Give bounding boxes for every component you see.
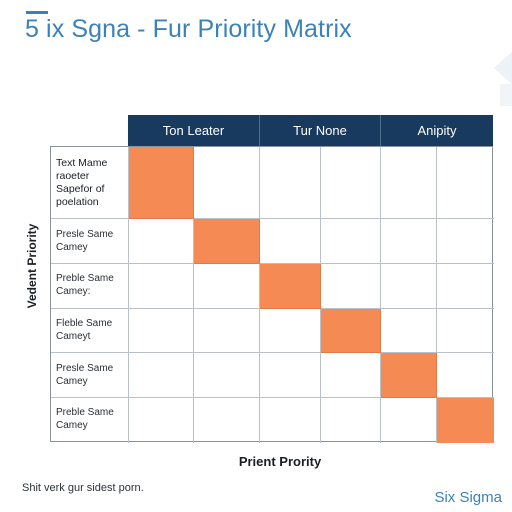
priority-matrix-grid xyxy=(50,146,494,443)
matrix-cell xyxy=(381,147,437,219)
brand-logo-text: Six Sigma xyxy=(434,489,502,506)
matrix-header: Ton Leater Tur None Anipity xyxy=(128,115,493,146)
matrix-cell xyxy=(129,219,194,264)
highlighted-matrix-cell xyxy=(321,309,381,353)
matrix-cell xyxy=(437,147,494,219)
column-header-3: Anipity xyxy=(380,115,493,146)
highlighted-matrix-cell xyxy=(194,219,260,264)
page-title: 5 ix Sgna - Fur Priority Matrix xyxy=(25,15,352,43)
row-label-2: Presle Same Camey xyxy=(56,229,114,253)
matrix-cell xyxy=(437,353,494,398)
row-label-cell xyxy=(51,353,129,398)
matrix-cell xyxy=(260,353,321,398)
row-label-cell xyxy=(51,264,129,309)
row-label-3: Preble Same Camey: xyxy=(56,273,114,297)
matrix-cell xyxy=(129,398,194,443)
row-label-cell xyxy=(51,398,129,443)
matrix-cell xyxy=(381,309,437,353)
decorative-corner-block xyxy=(500,84,512,106)
y-axis-label: Vedent Priority xyxy=(25,223,39,309)
matrix-cell xyxy=(321,264,381,309)
highlighted-matrix-cell xyxy=(381,353,437,398)
matrix-cell xyxy=(260,219,321,264)
column-header-2: Tur None xyxy=(259,115,380,146)
row-label-cell xyxy=(51,309,129,353)
row-label-4: Fleble Same Cameyt xyxy=(56,318,113,342)
matrix-cell xyxy=(321,353,381,398)
matrix-cell xyxy=(321,398,381,443)
matrix-cell xyxy=(321,219,381,264)
highlighted-matrix-cell xyxy=(129,147,194,219)
matrix-cell xyxy=(129,309,194,353)
matrix-cell xyxy=(381,398,437,443)
row-label-6: Preble Same Camey xyxy=(56,407,114,431)
row-label-cell xyxy=(51,147,129,219)
row-label-cell xyxy=(51,219,129,264)
matrix-cell xyxy=(381,264,437,309)
title-accent-line xyxy=(26,11,48,14)
row-label-1: Text Mame raoeter Sapefor of poelation xyxy=(56,157,108,208)
row-label-5: Presle Same Camey xyxy=(56,363,114,387)
matrix-cell xyxy=(437,219,494,264)
matrix-cell xyxy=(194,309,260,353)
highlighted-matrix-cell xyxy=(437,398,494,443)
footer-note: Shit verk gur sidest porn. xyxy=(22,482,144,494)
matrix-cell xyxy=(260,147,321,219)
highlighted-matrix-cell xyxy=(260,264,321,309)
matrix-cell xyxy=(129,264,194,309)
matrix-cell xyxy=(437,309,494,353)
matrix-cell xyxy=(194,353,260,398)
matrix-cell xyxy=(129,353,194,398)
column-header-1: Ton Leater xyxy=(162,123,225,138)
matrix-cell xyxy=(194,147,260,219)
matrix-cell xyxy=(260,309,321,353)
matrix-cell xyxy=(437,264,494,309)
matrix-cell xyxy=(194,398,260,443)
decorative-corner-shape xyxy=(494,52,512,84)
matrix-cell xyxy=(381,219,437,264)
x-axis-label: Prient Prority xyxy=(238,454,322,469)
matrix-cell xyxy=(321,147,381,219)
matrix-cell xyxy=(194,264,260,309)
matrix-cell xyxy=(260,398,321,443)
